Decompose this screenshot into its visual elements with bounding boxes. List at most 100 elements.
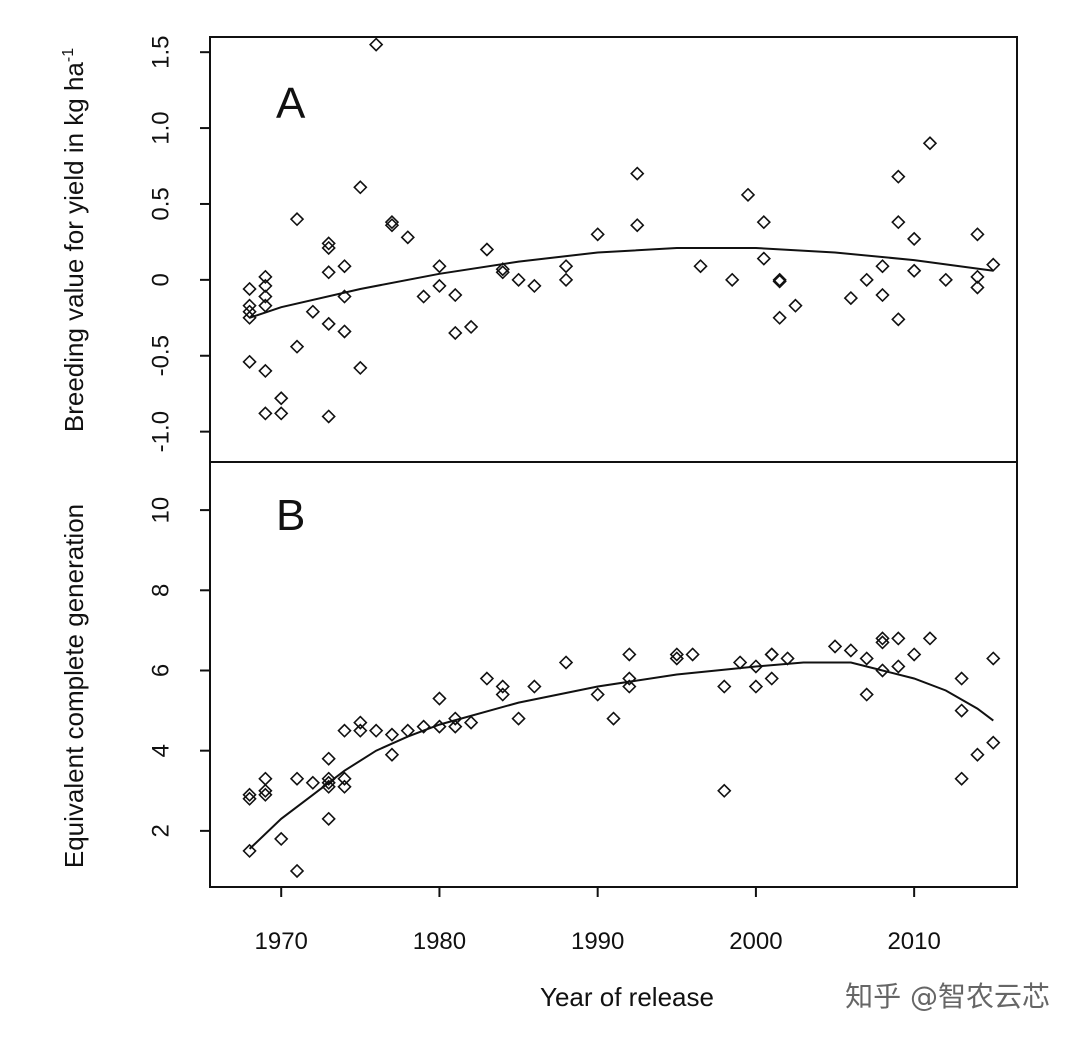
- panel-a-data-point: [274, 406, 289, 421]
- panel-a-data-point: [693, 259, 708, 274]
- panel-a-data-point: [321, 236, 336, 251]
- panel-a-data-point: [242, 304, 257, 319]
- panel-a-data-point: [384, 218, 400, 233]
- panel-a-data-point: [859, 272, 874, 287]
- panel-b-data-point: [685, 647, 700, 662]
- panel-b-data-point: [764, 671, 779, 686]
- panel-b-data-point: [986, 735, 1001, 750]
- panel-b-data-point: [274, 831, 289, 847]
- panel-a-data-point: [970, 269, 985, 284]
- panel-b-data-point: [827, 639, 843, 654]
- panel-a-data-point: [772, 274, 787, 289]
- panel-a-data-point: [630, 166, 645, 181]
- panel-a-y-axis: -1.0 -0.5 0 0.5 1.0 1.5: [147, 35, 210, 452]
- panel-b-data-point: [321, 771, 336, 786]
- panel-a-fit-curve: [249, 247, 994, 319]
- panel-a-y-axis-title: Breeding value for yield in kg ha-1: [59, 48, 89, 432]
- x-tick-label: 2010: [887, 928, 940, 955]
- panel-b-data-point: [875, 635, 890, 650]
- panel-b-data-point: [258, 771, 273, 786]
- panel-a-data-point: [242, 354, 257, 369]
- panel-b-data-point: [622, 671, 637, 686]
- panel-a-data-point: [369, 37, 384, 52]
- panel-b-data-point: [907, 647, 922, 662]
- panel-b-label: B: [276, 491, 305, 540]
- panel-a: -1.0 -0.5 0 0.5 1.0 1.5 A Breeding value for …: [59, 35, 1018, 463]
- panel-b: 2 4 6 8 10 1970 1980 1990 2000 2010 B Equivalent…: [59, 461, 1018, 955]
- panel-a-data-point: [258, 269, 273, 284]
- panel-b-data-point: [669, 651, 684, 666]
- panel-b-data-point: [384, 727, 400, 742]
- panel-a-data-point: [630, 218, 645, 233]
- x-axis: 1970 1980 1990 2000 2010: [255, 887, 941, 955]
- panel-b-data-point: [321, 811, 336, 826]
- panel-b-data-point: [764, 647, 779, 662]
- panel-b-data-point: [891, 659, 906, 674]
- panel-b-data-point: [764, 647, 779, 662]
- panel-a-data-point: [772, 310, 787, 325]
- panel-a-data-point: [321, 409, 336, 424]
- x-tick-label: 1980: [413, 928, 466, 955]
- panel-b-data-point: [669, 647, 684, 662]
- panel-a-data-point: [558, 259, 574, 274]
- panel-b-data-point: [289, 863, 305, 879]
- x-tick-label: 2000: [729, 928, 782, 955]
- panel-b-data-point: [748, 679, 764, 694]
- panel-b-fit-curve: [248, 661, 994, 850]
- panel-a-data-point: [875, 287, 890, 303]
- panel-b-data-point: [843, 643, 858, 658]
- panel-b-y-tick-label: 2: [147, 824, 174, 837]
- panel-b-data-point: [258, 787, 273, 802]
- panel-a-data-point: [558, 272, 574, 287]
- x-tick-label: 1990: [571, 928, 624, 955]
- panel-b-y-axis-title: Equivalent complete generation: [59, 504, 89, 868]
- panel-a-data-point: [321, 316, 336, 332]
- panel-a-y-tick-label: 1.0: [147, 111, 174, 144]
- panel-b-data-point: [986, 651, 1001, 666]
- panel-b-data-point: [875, 631, 890, 646]
- panel-a-data-point: [305, 304, 320, 319]
- panel-b-data-point: [954, 703, 969, 718]
- panel-a-y-tick-label: 0: [147, 273, 174, 286]
- panel-a-data-point: [337, 259, 352, 274]
- panel-a-points: [242, 37, 1001, 424]
- panel-b-data-point: [922, 631, 938, 646]
- panel-a-data-point: [448, 325, 463, 341]
- panel-b-data-point: [432, 691, 447, 706]
- panel-b-frame: [209, 461, 1018, 888]
- panel-b-data-point: [495, 687, 510, 702]
- panel-b-data-point: [337, 723, 352, 738]
- panel-a-data-point: [353, 180, 368, 195]
- panel-a-data-point: [527, 278, 542, 294]
- panel-a-data-point: [463, 319, 479, 335]
- panel-a-data-point: [590, 227, 605, 242]
- panel-b-data-point: [463, 715, 479, 730]
- panel-a-data-point: [495, 262, 510, 277]
- panel-b-data-point: [242, 843, 257, 859]
- panel-a-y-tick-label: -1.0: [147, 411, 174, 452]
- panel-a-data-point: [432, 278, 447, 294]
- panel-a-data-point: [922, 136, 938, 151]
- panel-b-y-tick-label: 4: [147, 744, 174, 757]
- panel-b-y-tick-label: 8: [147, 584, 174, 597]
- panel-a-data-point: [448, 287, 463, 303]
- panel-b-data-point: [954, 771, 969, 786]
- panel-b-data-point: [242, 791, 257, 806]
- panel-b-data-point: [432, 719, 447, 734]
- panel-a-data-point: [938, 272, 953, 287]
- panel-a-data-point: [353, 360, 368, 376]
- panel-b-data-point: [337, 779, 352, 794]
- panel-b-data-point: [527, 679, 542, 694]
- panel-b-data-point: [353, 723, 368, 738]
- panel-b-points: [242, 631, 1001, 879]
- panel-b-data-point: [384, 747, 400, 762]
- panel-a-data-point: [400, 230, 415, 245]
- panel-b-data-point: [558, 655, 574, 670]
- panel-b-data-point: [511, 711, 526, 726]
- panel-b-data-point: [606, 711, 621, 726]
- panel-a-data-point: [258, 406, 273, 421]
- panel-a-y-axis-title-text: Breeding value for yield in kg ha: [59, 62, 89, 433]
- panel-a-data-point: [970, 227, 985, 242]
- panel-a-data-point: [511, 272, 526, 287]
- panel-a-data-point: [843, 290, 858, 306]
